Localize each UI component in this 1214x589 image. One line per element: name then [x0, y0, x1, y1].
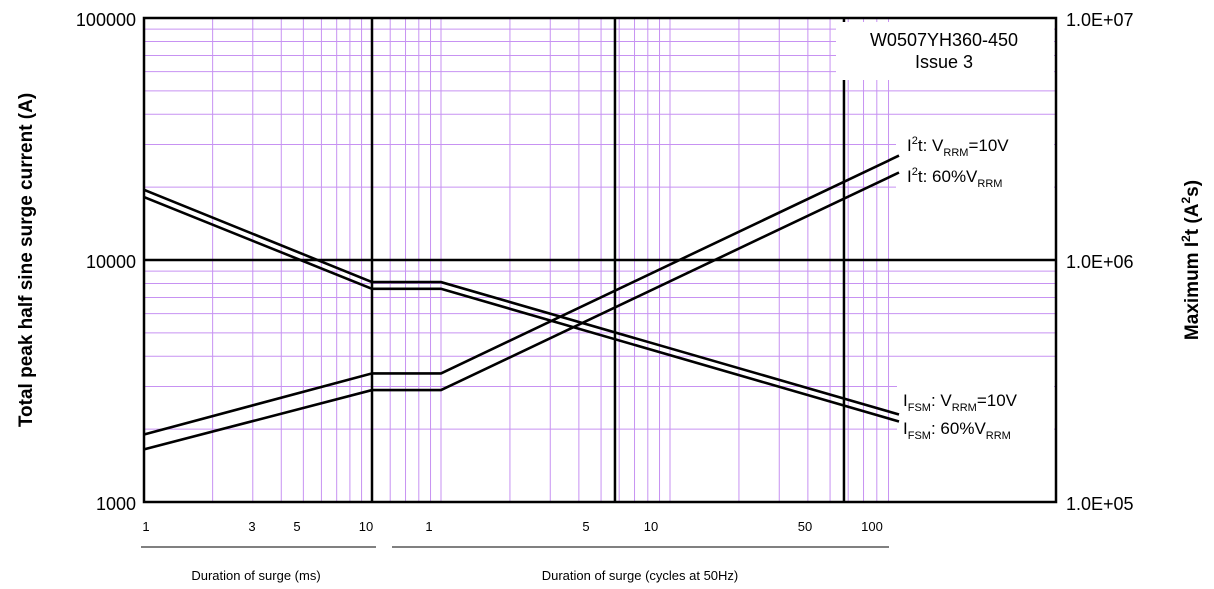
- y-left-tick: 1000: [96, 494, 136, 514]
- y-right-tick: 1.0E+07: [1066, 10, 1134, 30]
- major-gridlines: [144, 18, 1056, 502]
- x-cycles-tick: 5: [582, 519, 589, 534]
- chart-subtitle: Issue 3: [915, 52, 973, 72]
- x-ms-label: Duration of surge (ms): [191, 568, 320, 583]
- chart-title: W0507YH360-450: [870, 30, 1018, 50]
- y-left-tick: 100000: [76, 10, 136, 30]
- annotation-i2t-10v: I2t: VRRM=10V: [907, 135, 1009, 159]
- series-line-1: [143, 154, 900, 436]
- x-cycles-label: Duration of surge (cycles at 50Hz): [542, 568, 739, 583]
- x-cycles-tick: 50: [798, 519, 812, 534]
- y-right-tick: 1.0E+06: [1066, 252, 1134, 272]
- x-ms-tick: 1: [142, 519, 149, 534]
- annotation-ifsm-60: IFSM: 60%VRRM: [903, 419, 1011, 442]
- ifsm-legend-box: [897, 382, 1054, 452]
- curves: [143, 154, 900, 451]
- title-box: [836, 22, 1054, 80]
- y-left-label: Total peak half sine surge current (A): [16, 93, 37, 427]
- i2t-legend-box: [896, 126, 1054, 196]
- x-cycles-tick: 100: [861, 519, 883, 534]
- annotation-ifsm-10v: IFSM: VRRM=10V: [903, 391, 1018, 414]
- x-ms-tick: 10: [359, 519, 373, 534]
- x-cycles-tick: 10: [644, 519, 658, 534]
- y-right-tick: 1.0E+05: [1066, 494, 1134, 514]
- series-line-2: [143, 171, 900, 451]
- series-line-3: [143, 188, 900, 416]
- annotation-i2t-60: I2t: 60%VRRM: [907, 166, 1002, 190]
- x-ms-tick: 5: [293, 519, 300, 534]
- y-left-tick: 10000: [86, 252, 136, 272]
- x-cycles-tick: 1: [425, 519, 432, 534]
- plot-frame: [142, 16, 1058, 504]
- y-right-label: Maximum I2t (A2s): [1179, 180, 1203, 340]
- series-line-4: [143, 195, 900, 423]
- x-ms-tick: 3: [248, 519, 255, 534]
